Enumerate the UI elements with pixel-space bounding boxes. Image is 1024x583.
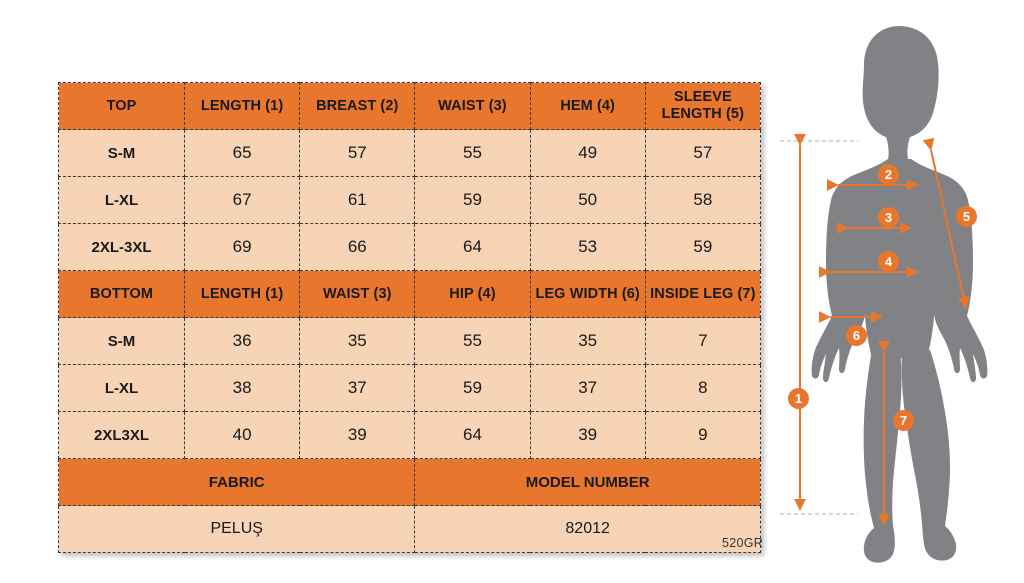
- cell-breast: 61: [299, 176, 416, 224]
- cell-inside-leg: 8: [644, 364, 761, 412]
- cell-waist: 39: [299, 411, 416, 459]
- row-size-label: S-M: [58, 317, 185, 365]
- cell-waist: 55: [414, 129, 531, 177]
- cell-length: 67: [183, 176, 301, 224]
- cell-length: 36: [183, 317, 301, 365]
- measurement-figure-panel: 1 2 3 4 5 6 7: [768, 20, 1024, 580]
- female-silhouette-diagram: [780, 26, 988, 563]
- size-chart-table: TOP LENGTH (1) BREAST (2) WAIST (3) HEM …: [57, 82, 761, 553]
- header-cell-leg-width: LEG WIDTH (6): [529, 270, 646, 318]
- table-row: S-M 36 35 55 35 7: [58, 317, 761, 365]
- cell-hip: 59: [414, 364, 531, 412]
- cell-length: 40: [183, 411, 301, 459]
- cell-waist: 37: [299, 364, 416, 412]
- marker-badge-2: 2: [878, 164, 899, 185]
- table-row: 2XL3XL 40 39 64 39 9: [58, 411, 761, 459]
- marker-badge-7: 7: [893, 410, 914, 431]
- row-size-label: L-XL: [58, 364, 185, 412]
- header-cell-bottom: BOTTOM: [58, 270, 185, 318]
- marker-badge-6: 6: [846, 325, 867, 346]
- header-cell-waist: WAIST (3): [299, 270, 416, 318]
- cell-hip: 55: [414, 317, 531, 365]
- row-size-label: S-M: [58, 129, 185, 177]
- cell-hip: 64: [414, 411, 531, 459]
- cell-hem: 53: [529, 223, 646, 271]
- row-size-label: L-XL: [58, 176, 185, 224]
- cell-hem: 50: [529, 176, 646, 224]
- cell-inside-leg: 7: [644, 317, 761, 365]
- table-header-row-top: TOP LENGTH (1) BREAST (2) WAIST (3) HEM …: [58, 82, 761, 130]
- header-cell-inside-leg: INSIDE LEG (7): [644, 270, 761, 318]
- row-size-label: 2XL-3XL: [58, 223, 185, 271]
- table-header-row-bottom: BOTTOM LENGTH (1) WAIST (3) HIP (4) LEG …: [58, 270, 761, 318]
- silhouette-body: [811, 26, 988, 563]
- table-row: L-XL 38 37 59 37 8: [58, 364, 761, 412]
- cell-model-number-value: 82012: [414, 505, 761, 553]
- header-cell-fabric: FABRIC: [57, 458, 416, 506]
- cell-waist: 35: [299, 317, 416, 365]
- cell-sleeve-length: 57: [644, 129, 761, 177]
- cell-inside-leg: 9: [644, 411, 761, 459]
- table-row: 2XL-3XL 69 66 64 53 59: [58, 223, 761, 271]
- marker-badge-4: 4: [878, 251, 899, 272]
- marker-badge-5: 5: [956, 206, 977, 227]
- header-cell-sleeve-length: SLEEVE LENGTH (5): [644, 82, 761, 130]
- header-cell-top: TOP: [58, 82, 185, 130]
- header-cell-length: LENGTH (1): [183, 82, 301, 130]
- cell-leg-width: 35: [529, 317, 646, 365]
- table-row: S-M 65 57 55 49 57: [58, 129, 761, 177]
- cell-waist: 64: [414, 223, 531, 271]
- cell-hem: 49: [529, 129, 646, 177]
- cell-leg-width: 39: [529, 411, 646, 459]
- cell-length: 65: [183, 129, 301, 177]
- table-footer-header-row: FABRIC MODEL NUMBER: [57, 458, 761, 506]
- cell-leg-width: 37: [529, 364, 646, 412]
- table-footer-value-row: PELUŞ 82012: [57, 505, 761, 553]
- product-weight-code: 520GR: [722, 536, 764, 550]
- header-cell-hip: HIP (4): [414, 270, 531, 318]
- cell-sleeve-length: 58: [644, 176, 761, 224]
- header-cell-hem: HEM (4): [529, 82, 646, 130]
- marker-badge-1: 1: [788, 388, 809, 409]
- header-cell-model-number: MODEL NUMBER: [414, 458, 761, 506]
- cell-length: 38: [183, 364, 301, 412]
- dimension-arrow-5: [922, 137, 970, 309]
- table-row: L-XL 67 61 59 50 58: [58, 176, 761, 224]
- header-cell-breast: BREAST (2): [299, 82, 416, 130]
- cell-fabric-value: PELUŞ: [57, 505, 416, 553]
- cell-waist: 59: [414, 176, 531, 224]
- cell-breast: 66: [299, 223, 416, 271]
- cell-breast: 57: [299, 129, 416, 177]
- marker-badge-3: 3: [878, 207, 899, 228]
- header-cell-length: LENGTH (1): [183, 270, 301, 318]
- row-size-label: 2XL3XL: [58, 411, 185, 459]
- cell-sleeve-length: 59: [644, 223, 761, 271]
- header-cell-waist: WAIST (3): [414, 82, 531, 130]
- cell-length: 69: [183, 223, 301, 271]
